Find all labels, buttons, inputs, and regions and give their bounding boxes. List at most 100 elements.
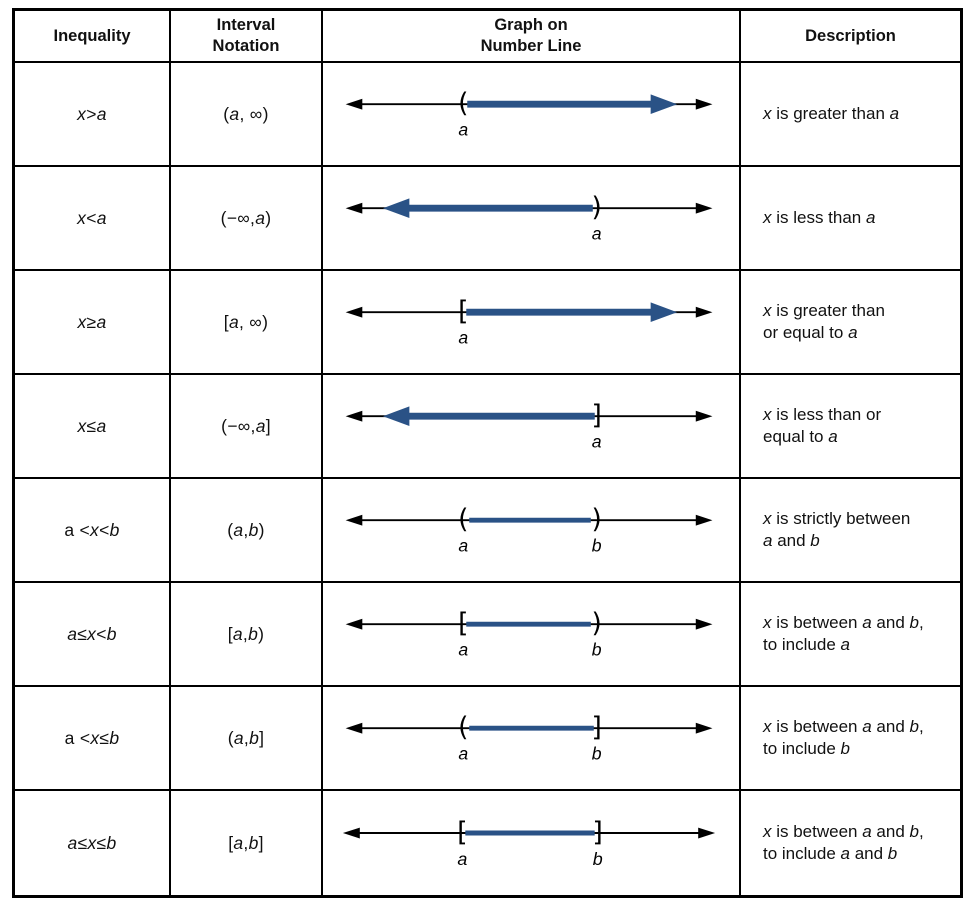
text-segment: a <	[64, 727, 91, 748]
description-line: to include a and b	[763, 843, 897, 865]
inequality-cell: x < a	[15, 167, 171, 271]
text-segment: a	[866, 207, 876, 227]
description-cell: x is between a and b, to include b	[741, 687, 960, 791]
text-segment: a	[233, 519, 244, 540]
text-segment: a	[255, 207, 266, 228]
right-arrowhead-icon	[695, 514, 713, 526]
blue-arrowhead-icon	[650, 302, 678, 322]
right-arrowhead-icon	[695, 618, 713, 630]
interval-notation-cell: [a, b)	[171, 583, 323, 687]
endpoint-label: a	[458, 744, 468, 764]
left-arrowhead-icon	[345, 722, 363, 734]
endpoint-symbol: ]	[592, 712, 602, 743]
text-segment: b	[909, 821, 919, 841]
interval-notation-cell: [a, ∞)	[171, 271, 323, 375]
endpoint-label: a	[592, 432, 602, 452]
text-segment: x	[763, 612, 772, 632]
text-segment: is between	[771, 612, 863, 632]
left-arrowhead-icon	[345, 202, 363, 214]
text-segment: a	[96, 207, 107, 228]
number-line-graph: [a)b	[345, 608, 713, 660]
endpoint-symbol: )	[592, 192, 602, 223]
text-segment: <	[99, 519, 110, 540]
text-segment: x	[763, 404, 772, 424]
text-segment: ≤	[99, 727, 110, 748]
text-segment: b	[810, 531, 820, 550]
text-segment: a	[96, 311, 107, 332]
description-cell: x is strictly between a and b	[741, 479, 960, 583]
text-segment: ≤	[77, 832, 88, 853]
text-segment: ,	[918, 612, 924, 632]
text-segment: a	[862, 612, 872, 632]
text-segment: x	[87, 623, 97, 644]
graph-cell: ] a	[323, 375, 741, 479]
text-segment: is less than	[771, 207, 866, 227]
text-segment: b	[887, 844, 898, 863]
header-inequality: Inequality	[15, 11, 171, 63]
number-line-graph: )a	[345, 192, 713, 244]
text-segment: a	[67, 623, 78, 644]
endpoint-symbol: )	[592, 608, 602, 639]
text-segment: x	[77, 415, 87, 436]
right-arrowhead-icon	[695, 306, 713, 318]
blue-arrowhead-icon	[650, 94, 678, 114]
description-cell: x is greater than a	[741, 63, 960, 167]
description-line: x is less than or	[763, 404, 881, 426]
text-segment: to include	[763, 635, 841, 654]
text-segment: a	[889, 103, 900, 123]
left-arrowhead-icon	[345, 306, 363, 318]
text-segment: x	[763, 821, 772, 841]
text-segment: to include	[763, 739, 841, 758]
text-segment: and	[871, 612, 910, 632]
description-line: a and b	[763, 530, 820, 552]
interval-notation-cell: (a, ∞)	[171, 63, 323, 167]
text-segment: ,	[242, 623, 249, 644]
left-arrowhead-icon	[345, 410, 363, 422]
graph-cell: [a) b	[323, 583, 741, 687]
interval-table: Inequality Interval Notation Graph on Nu…	[12, 8, 963, 898]
interval-notation-cell: (−∞, a]	[171, 375, 323, 479]
inequality-cell: x > a	[15, 63, 171, 167]
text-segment: b	[109, 727, 120, 748]
text-segment: a	[228, 311, 239, 332]
text-segment: and	[871, 716, 910, 736]
text-segment: is greater than	[771, 300, 885, 320]
endpoint-symbol: [	[458, 608, 468, 639]
text-segment: x	[90, 519, 100, 540]
text-segment: ,	[918, 821, 924, 841]
text-segment: [	[223, 311, 229, 332]
text-segment: , ∞)	[238, 311, 269, 332]
text-segment: is greater than	[771, 103, 890, 123]
text-segment: or equal to	[763, 323, 849, 342]
graph-cell: (a) b	[323, 479, 741, 583]
endpoint-label: a	[592, 224, 602, 244]
inequality-cell: x ≥ a	[15, 271, 171, 375]
text-segment: (	[223, 103, 230, 124]
text-segment: a	[67, 832, 78, 853]
text-segment: a	[255, 415, 266, 436]
right-arrowhead-icon	[695, 98, 713, 110]
description-line: x is strictly between	[763, 508, 910, 530]
text-segment: a	[96, 415, 107, 436]
text-segment: is strictly between	[771, 508, 911, 528]
text-segment: b	[248, 519, 259, 540]
inequality-cell: a ≤ x ≤ b	[15, 791, 171, 895]
right-arrowhead-icon	[695, 410, 713, 422]
inequality-cell: a < x < b	[15, 479, 171, 583]
text-segment: ]	[265, 415, 271, 436]
text-segment: a	[840, 844, 850, 863]
interval-notation-cell: (a, b]	[171, 687, 323, 791]
endpoint-label: b	[592, 640, 602, 660]
description-line: equal to a	[763, 426, 838, 448]
text-segment: and	[871, 821, 910, 841]
text-segment: )	[258, 519, 265, 540]
text-segment: b	[248, 832, 259, 853]
text-segment: b	[106, 623, 117, 644]
text-segment: ,	[243, 832, 249, 853]
description-cell: x is between a and b, to include a	[741, 583, 960, 687]
text-segment: x	[77, 311, 87, 332]
text-segment: a	[229, 103, 240, 124]
description-line: to include b	[763, 738, 850, 760]
text-segment: a	[232, 623, 243, 644]
text-segment: equal to	[763, 427, 829, 446]
